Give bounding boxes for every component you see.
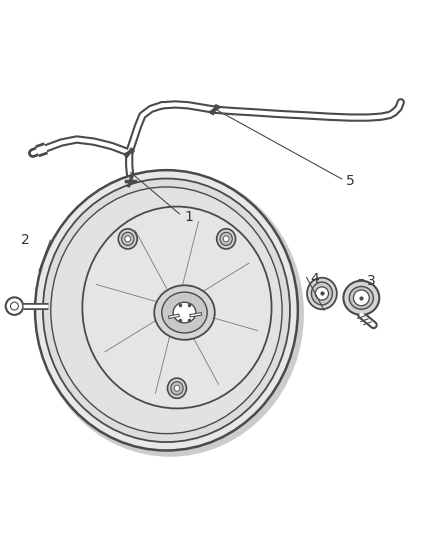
Ellipse shape bbox=[167, 378, 187, 398]
Ellipse shape bbox=[173, 302, 196, 323]
Ellipse shape bbox=[311, 282, 332, 305]
Ellipse shape bbox=[174, 385, 180, 391]
Text: 3: 3 bbox=[367, 273, 376, 287]
Ellipse shape bbox=[171, 382, 183, 395]
Ellipse shape bbox=[36, 171, 304, 457]
Ellipse shape bbox=[35, 170, 298, 450]
Circle shape bbox=[11, 302, 18, 310]
Circle shape bbox=[6, 297, 23, 315]
Ellipse shape bbox=[122, 232, 134, 245]
Ellipse shape bbox=[162, 292, 207, 333]
Ellipse shape bbox=[217, 229, 236, 249]
Ellipse shape bbox=[307, 278, 337, 309]
Text: 1: 1 bbox=[184, 211, 193, 224]
Ellipse shape bbox=[82, 207, 272, 408]
Ellipse shape bbox=[343, 281, 379, 315]
Ellipse shape bbox=[220, 232, 232, 245]
Text: 4: 4 bbox=[310, 272, 319, 286]
Ellipse shape bbox=[154, 285, 215, 340]
Circle shape bbox=[353, 290, 369, 306]
Ellipse shape bbox=[223, 236, 229, 242]
Ellipse shape bbox=[118, 229, 137, 249]
Ellipse shape bbox=[349, 286, 373, 309]
Text: 5: 5 bbox=[346, 174, 355, 188]
Ellipse shape bbox=[125, 236, 131, 242]
Circle shape bbox=[315, 287, 328, 300]
Ellipse shape bbox=[43, 179, 290, 442]
Ellipse shape bbox=[51, 187, 282, 434]
Text: 2: 2 bbox=[21, 233, 30, 247]
